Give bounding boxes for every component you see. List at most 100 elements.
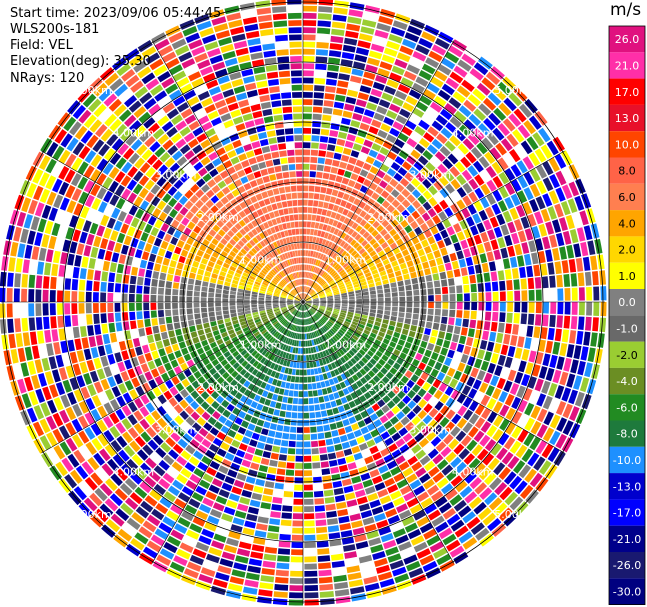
velocity-gate	[328, 258, 334, 265]
velocity-gate	[576, 330, 584, 345]
velocity-gate	[295, 156, 303, 163]
velocity-gate	[330, 553, 344, 561]
velocity-gate	[405, 215, 415, 224]
velocity-gate	[404, 32, 420, 43]
velocity-gate	[360, 377, 368, 385]
velocity-gate	[320, 231, 326, 238]
velocity-gate	[523, 171, 535, 186]
velocity-gate	[60, 340, 68, 354]
velocity-gate	[16, 211, 27, 227]
velocity-gate	[373, 435, 383, 444]
velocity-gate	[334, 581, 349, 590]
velocity-gate	[291, 317, 296, 323]
velocity-gate	[247, 374, 255, 382]
velocity-gate	[17, 378, 27, 394]
velocity-gate	[506, 312, 513, 323]
velocity-gate	[360, 146, 371, 155]
velocity-gate	[30, 216, 40, 231]
velocity-gate	[273, 249, 279, 256]
velocity-gate	[391, 449, 402, 459]
velocity-gate	[208, 134, 220, 144]
velocity-gate	[355, 225, 363, 233]
velocity-gate	[290, 556, 303, 563]
velocity-gate	[119, 483, 133, 496]
velocity-gate	[376, 169, 386, 179]
velocity-gate	[574, 391, 585, 407]
velocity-gate	[241, 159, 250, 168]
velocity-gate	[441, 464, 454, 476]
velocity-gate	[363, 254, 371, 261]
velocity-gate	[308, 265, 311, 271]
velocity-gate	[492, 87, 507, 101]
velocity-gate	[346, 316, 353, 321]
velocity-gate	[366, 234, 374, 242]
velocity-gate	[527, 376, 537, 389]
velocity-gate	[315, 313, 321, 319]
velocity-gate	[281, 164, 289, 172]
velocity-gate	[220, 425, 230, 435]
velocity-gate	[252, 286, 259, 291]
velocity-gate	[255, 226, 262, 234]
velocity-gate	[244, 296, 250, 300]
velocity-gate	[298, 214, 303, 220]
velocity-gate	[285, 352, 290, 359]
velocity-gate	[300, 304, 303, 311]
velocity-gate	[428, 408, 439, 418]
velocity-gate	[318, 309, 325, 313]
velocity-gate	[332, 286, 338, 291]
velocity-gate	[379, 61, 393, 71]
velocity-gate	[166, 126, 178, 138]
velocity-gate	[375, 281, 382, 286]
velocity-gate	[303, 362, 307, 369]
velocity-gate	[293, 288, 298, 294]
velocity-gate	[573, 375, 583, 390]
velocity-gate	[330, 400, 337, 408]
velocity-gate	[114, 488, 128, 501]
velocity-gate	[336, 256, 343, 263]
velocity-gate	[367, 350, 374, 357]
velocity-gate	[103, 402, 114, 415]
velocity-gate	[233, 323, 240, 329]
velocity-gate	[204, 270, 212, 277]
velocity-gate	[116, 263, 124, 274]
velocity-gate	[319, 245, 324, 253]
velocity-gate	[138, 526, 153, 539]
velocity-gate	[172, 150, 183, 161]
velocity-gate	[350, 323, 357, 329]
velocity-gate	[372, 81, 385, 91]
velocity-gate	[287, 244, 292, 251]
velocity-gate	[212, 140, 223, 150]
velocity-gate	[144, 243, 153, 253]
velocity-gate	[90, 408, 102, 422]
velocity-gate	[469, 319, 477, 329]
velocity-gate	[517, 399, 528, 413]
velocity-gate	[153, 263, 161, 272]
velocity-gate	[375, 409, 385, 418]
velocity-gate	[145, 269, 153, 278]
velocity-gate	[200, 297, 207, 302]
velocity-gate	[226, 499, 238, 509]
velocity-gate	[538, 127, 551, 143]
velocity-gate	[449, 309, 456, 318]
velocity-gate	[102, 260, 110, 272]
velocity-gate	[439, 323, 447, 332]
velocity-gate	[229, 71, 242, 81]
velocity-gate	[295, 310, 299, 317]
velocity-gate	[296, 171, 303, 177]
velocity-gate	[301, 333, 303, 340]
velocity-gate	[66, 137, 79, 152]
velocity-gate	[360, 510, 373, 519]
velocity-gate	[186, 308, 193, 315]
velocity-gate	[571, 287, 578, 301]
velocity-gate	[297, 347, 301, 354]
velocity-gate	[174, 523, 188, 534]
velocity-gate	[206, 406, 216, 415]
velocity-gate	[151, 350, 160, 360]
velocity-gate	[226, 166, 236, 175]
velocity-gate	[329, 329, 335, 335]
velocity-gate	[150, 84, 164, 96]
velocity-gate	[297, 295, 302, 300]
velocity-gate	[244, 293, 251, 297]
velocity-gate	[321, 468, 331, 475]
velocity-gate	[138, 175, 150, 187]
